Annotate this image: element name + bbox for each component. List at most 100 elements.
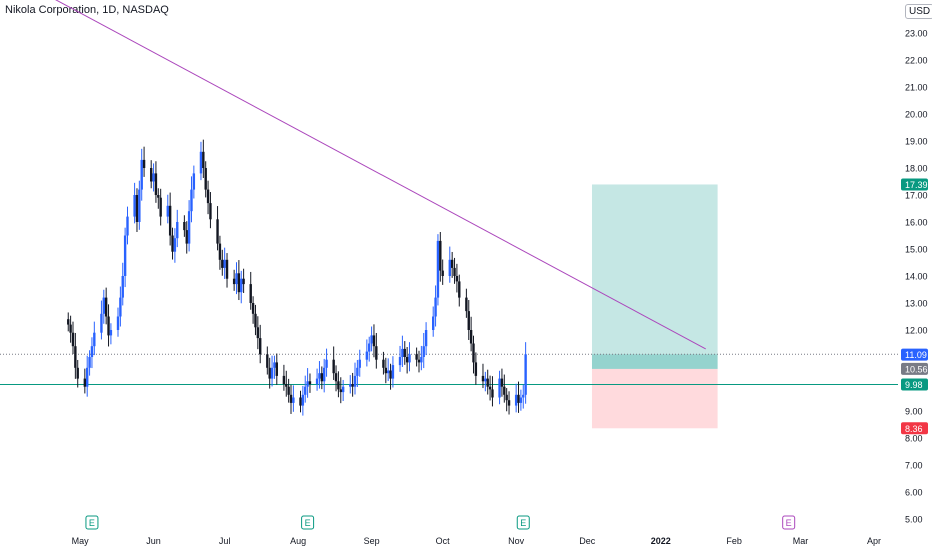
candle-body xyxy=(422,346,425,357)
candle xyxy=(488,375,492,401)
candle xyxy=(242,268,245,294)
candle-body xyxy=(341,386,345,393)
candle-body xyxy=(287,386,290,395)
candle xyxy=(408,342,411,372)
candle xyxy=(403,341,406,365)
candle xyxy=(351,372,354,397)
candle xyxy=(358,349,361,377)
time-axis: May Jun Jul Aug Sep Oct Nov Dec 2022 Feb Mar Apr xyxy=(72,536,881,546)
candle xyxy=(365,339,369,367)
candle-body xyxy=(408,354,411,363)
currency-button[interactable]: USD xyxy=(905,4,932,19)
candle xyxy=(349,375,352,394)
candle-body xyxy=(337,381,340,390)
candle xyxy=(126,206,129,245)
candle-body xyxy=(121,276,124,298)
candle xyxy=(420,345,423,371)
price-tick-label: 5.00 xyxy=(905,515,923,525)
candle xyxy=(287,378,290,403)
candle-body xyxy=(166,205,169,217)
candle-body xyxy=(375,346,378,360)
candle xyxy=(268,357,271,389)
trendline xyxy=(55,0,706,350)
candle xyxy=(386,358,390,382)
candle-body xyxy=(292,397,295,403)
candle xyxy=(71,321,75,355)
candle-body xyxy=(221,259,224,268)
candle-body xyxy=(225,259,229,279)
price-tick-label: 7.00 xyxy=(905,461,923,471)
earnings-label: E xyxy=(305,518,311,528)
candle-body xyxy=(505,394,508,401)
earnings-marker[interactable]: E xyxy=(85,515,99,530)
candle-body xyxy=(171,235,174,252)
candle-body xyxy=(334,373,338,382)
earnings-marker[interactable]: E xyxy=(782,515,796,530)
candle xyxy=(254,304,257,336)
candle xyxy=(140,148,143,201)
time-tick-label: Dec xyxy=(579,536,596,546)
candle-body xyxy=(76,367,79,379)
candle xyxy=(152,163,155,192)
candle-body xyxy=(315,378,319,384)
candle xyxy=(225,253,229,288)
candle-body xyxy=(486,378,489,387)
candle xyxy=(315,368,319,391)
candle-body xyxy=(102,297,105,314)
candle xyxy=(251,296,255,324)
candle-body xyxy=(93,332,96,347)
candle-body xyxy=(299,397,302,406)
candle xyxy=(183,215,186,237)
earnings-marker[interactable]: E xyxy=(301,515,315,530)
price-tick-label: 13.00 xyxy=(905,299,928,309)
time-tick-label: Aug xyxy=(290,536,306,546)
price-tick-label: 9.00 xyxy=(905,407,923,417)
candle-body xyxy=(441,270,444,276)
price-tick-label: 12.00 xyxy=(905,326,928,336)
candle-body xyxy=(403,348,406,357)
candle-body xyxy=(507,400,511,406)
candle xyxy=(123,227,127,288)
time-tick-label: Mar xyxy=(793,536,809,546)
candle xyxy=(223,247,226,279)
earnings-marker[interactable]: E xyxy=(516,515,530,530)
candle-body xyxy=(356,367,359,376)
open-pnl-zone xyxy=(591,354,718,369)
candle xyxy=(356,359,359,387)
candle xyxy=(76,359,79,388)
candle xyxy=(339,377,342,404)
candle xyxy=(304,375,307,403)
candle xyxy=(270,355,274,387)
candle xyxy=(204,161,207,198)
candle xyxy=(517,381,520,413)
candle-body xyxy=(100,313,103,333)
candle xyxy=(221,249,224,276)
candle xyxy=(187,200,191,252)
candle-body xyxy=(415,354,418,360)
candle xyxy=(503,374,506,403)
candle-body xyxy=(123,235,127,276)
candle xyxy=(353,362,357,395)
candle-body xyxy=(353,375,357,387)
candle xyxy=(232,269,236,291)
price-tick-label: 21.00 xyxy=(905,83,928,93)
candle-body xyxy=(289,394,293,403)
candle-body xyxy=(420,357,423,363)
candle-body xyxy=(491,389,494,398)
candle-body xyxy=(218,243,222,260)
candle-body xyxy=(140,159,143,190)
candle xyxy=(467,300,470,340)
price-tick-label: 16.00 xyxy=(905,218,928,228)
candle-body xyxy=(304,386,307,395)
candle-body xyxy=(69,324,72,333)
candle-body xyxy=(365,351,369,360)
candle xyxy=(199,141,203,181)
candle-body xyxy=(519,397,523,403)
price-tick-label: 22.00 xyxy=(905,56,928,66)
candle xyxy=(74,332,77,379)
earnings-icon xyxy=(301,515,315,530)
candle-body xyxy=(135,195,139,222)
candle xyxy=(190,176,193,223)
